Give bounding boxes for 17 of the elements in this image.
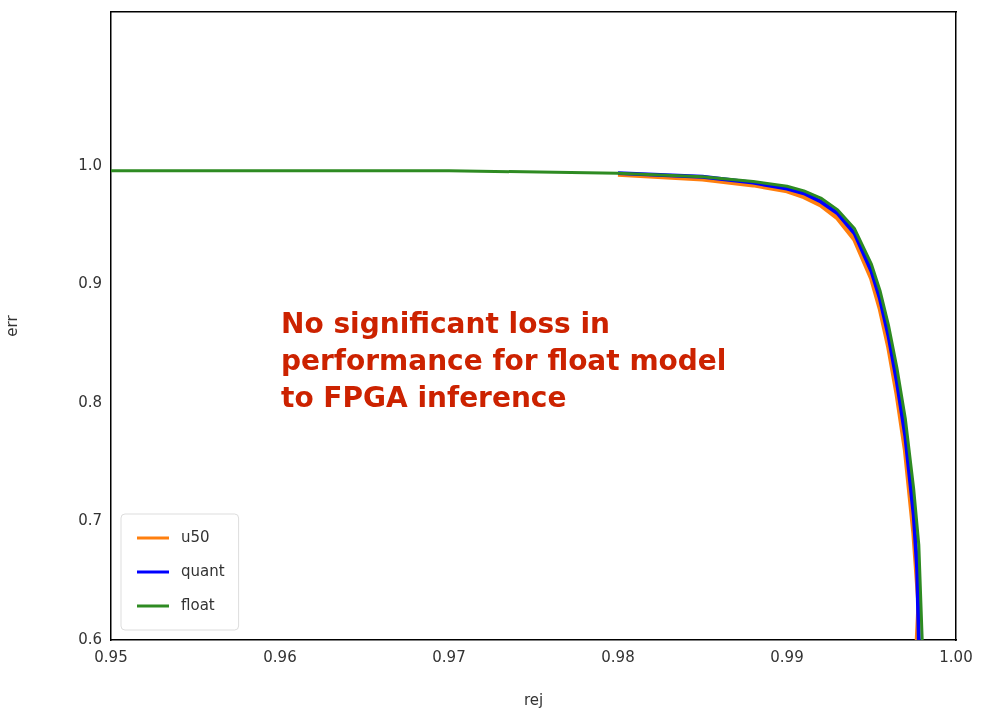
x-tick-label: 0.95 — [94, 647, 128, 666]
annotation: No significant loss in performance for float model to FPGA inference — [281, 307, 727, 415]
y-tick-label: 0.6 — [78, 629, 102, 648]
legend-label: float — [181, 595, 215, 614]
y-tick-label: 0.9 — [78, 274, 102, 293]
y-tick-label: 0.7 — [78, 511, 102, 530]
x-tick-label: 1.00 — [939, 647, 973, 666]
x-tick-label: 0.98 — [601, 647, 635, 666]
x-tick-label: 0.96 — [263, 647, 297, 666]
legend-label: u50 — [181, 527, 210, 546]
y-tick-label: 1.0 — [78, 155, 102, 174]
y-tick-label: 0.8 — [78, 392, 102, 411]
x-tick-label: 0.99 — [770, 647, 804, 666]
x-axis-title: rej — [523, 690, 544, 709]
legend-label: quant — [181, 561, 225, 580]
x-tick-label: 0.97 — [432, 647, 466, 666]
y-axis-title: err — [2, 314, 21, 337]
